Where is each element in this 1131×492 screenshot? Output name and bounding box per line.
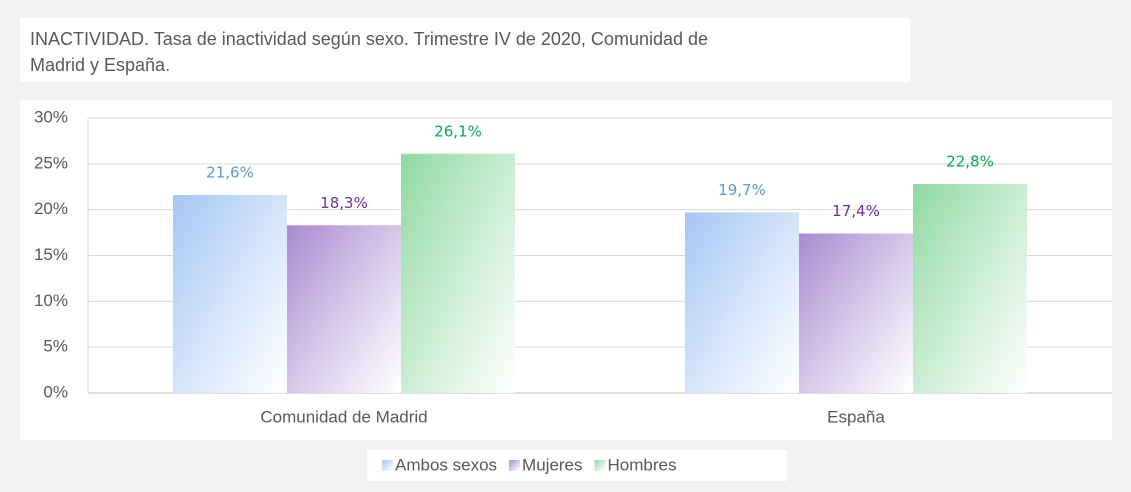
value-label: 26,1%: [434, 122, 482, 140]
value-label: 22,8%: [946, 153, 994, 171]
chart-title: INACTIVIDAD. Tasa de inactividad según s…: [30, 29, 708, 49]
y-tick-label: 30%: [34, 107, 68, 126]
legend-box: [367, 450, 787, 481]
legend-label: Ambos sexos: [395, 455, 497, 474]
bar: [287, 225, 401, 393]
bar: [799, 233, 913, 393]
bar: [401, 153, 515, 393]
legend-label: Mujeres: [522, 455, 582, 474]
y-tick-label: 20%: [34, 199, 68, 218]
legend-swatch: [594, 460, 606, 471]
y-tick-label: 0%: [43, 382, 68, 401]
x-tick-label: España: [827, 407, 885, 426]
value-label: 19,7%: [718, 181, 766, 199]
bar: [685, 212, 799, 393]
bar: [173, 195, 287, 393]
title-box: [20, 18, 910, 82]
bar: [913, 184, 1027, 393]
value-label: 18,3%: [320, 194, 368, 212]
chart-title: Madrid y España.: [30, 55, 170, 75]
legend-swatch: [509, 460, 521, 471]
legend-swatch: [382, 460, 393, 471]
y-tick-label: 15%: [34, 245, 68, 264]
legend-label: Hombres: [608, 455, 677, 474]
value-label: 21,6%: [206, 164, 254, 182]
x-tick-label: Comunidad de Madrid: [260, 407, 427, 426]
value-label: 17,4%: [832, 202, 880, 220]
y-tick-label: 5%: [43, 337, 68, 356]
y-tick-label: 25%: [34, 153, 68, 172]
y-tick-label: 10%: [34, 291, 68, 310]
